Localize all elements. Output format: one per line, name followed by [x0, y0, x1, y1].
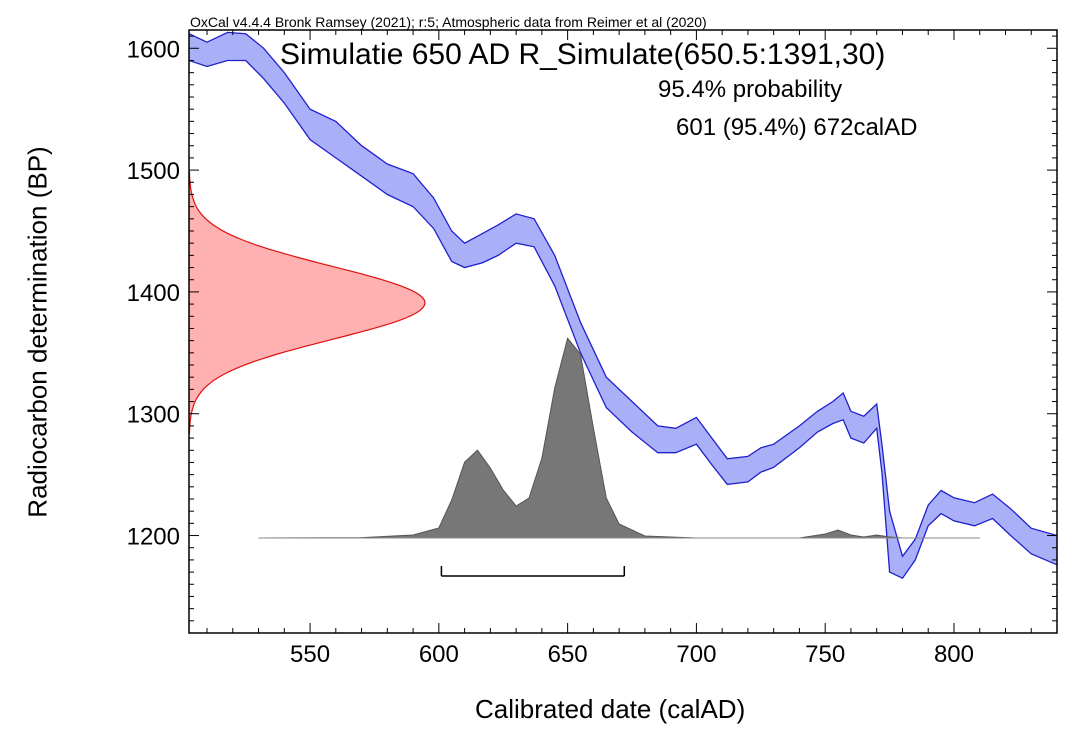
y-tick-label: 1400 — [127, 280, 180, 307]
x-tick-label: 600 — [419, 641, 459, 668]
calibration-band — [189, 32, 1057, 579]
x-tick-label: 550 — [290, 641, 330, 668]
measurement-curve — [188, 171, 426, 435]
probability-label: 95.4% probability — [658, 76, 843, 103]
x-tick-label: 700 — [676, 641, 716, 668]
posterior-distribution-layer — [258, 337, 980, 539]
calibration-upper-edge — [189, 31, 1057, 558]
measurement-area — [189, 171, 425, 435]
x-tick-label: 750 — [805, 641, 845, 668]
x-tick-label: 650 — [548, 641, 588, 668]
calibration-lower-edge — [189, 59, 1057, 580]
y-tick-labels: 1200 1300 1400 1500 1600 — [127, 36, 180, 550]
measurement-distribution-layer — [188, 171, 426, 435]
range-label: 601 (95.4%) 672calAD — [676, 114, 918, 141]
chart-title: Simulatie 650 AD R_Simulate(650.5:1391,3… — [280, 38, 886, 71]
x-tick-labels: 550 600 650 700 750 800 — [290, 641, 974, 668]
x-axis-label: Calibrated date (calAD) — [475, 694, 746, 724]
y-axis-label: Radiocarbon determination (BP) — [22, 146, 53, 518]
posterior-area — [258, 337, 980, 539]
y-tick-label: 1600 — [127, 36, 180, 63]
y-tick-label: 1300 — [127, 402, 180, 429]
axes-layer — [188, 29, 1058, 634]
y-tick-label: 1500 — [127, 158, 180, 185]
chart-header: OxCal v4.4.4 Bronk Ramsey (2021); r:5; A… — [190, 14, 707, 30]
probability-range-bar-layer — [440, 566, 626, 577]
calibration-curve-band-layer — [189, 31, 1057, 580]
x-tick-label: 800 — [934, 641, 974, 668]
plot-frame — [188, 29, 1058, 634]
y-tick-label: 1200 — [127, 524, 180, 551]
